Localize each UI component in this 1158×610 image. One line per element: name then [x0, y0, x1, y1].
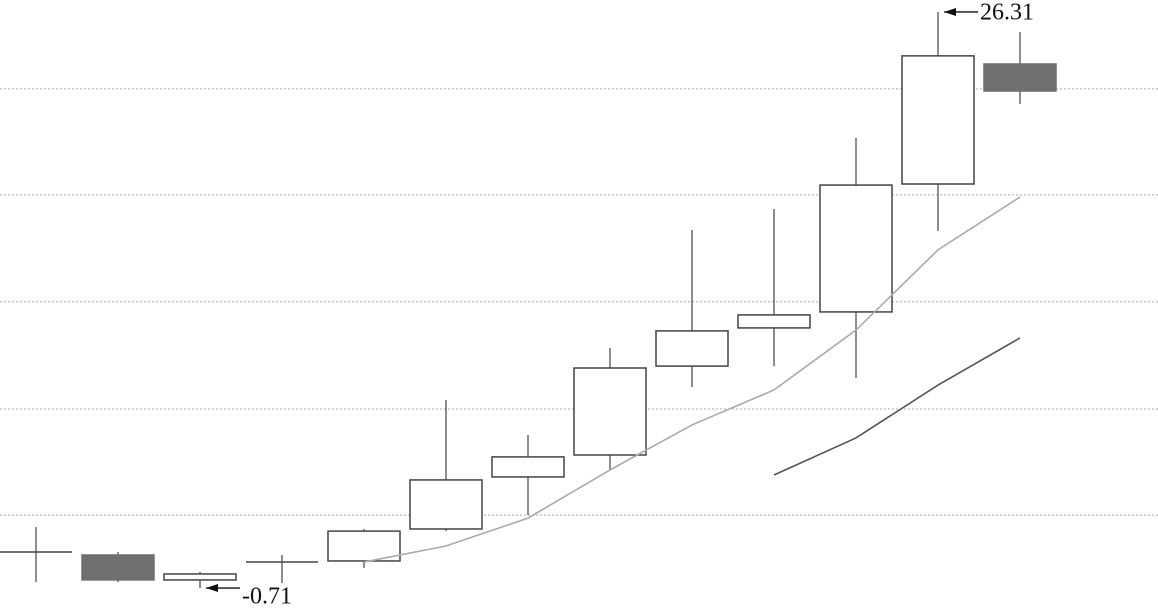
arrow-head: [944, 7, 956, 16]
arrow-head: [206, 584, 218, 593]
candle-body: [163, 573, 237, 581]
candle-body: [819, 184, 893, 313]
candle-body: [737, 314, 811, 329]
candle-body: [901, 55, 975, 185]
candle-body: [327, 530, 401, 562]
candle-body: [81, 554, 155, 581]
candle-body: [491, 456, 565, 478]
candle-body: [983, 63, 1057, 92]
annotation-label: 26.31: [980, 0, 1034, 25]
moving-average-line: [363, 196, 1021, 563]
candle-body: [573, 367, 647, 456]
annotation-label: -0.71: [242, 584, 292, 610]
candle-body: [409, 479, 483, 530]
moving-average-line: [773, 337, 1021, 476]
candle-body: [655, 330, 729, 367]
